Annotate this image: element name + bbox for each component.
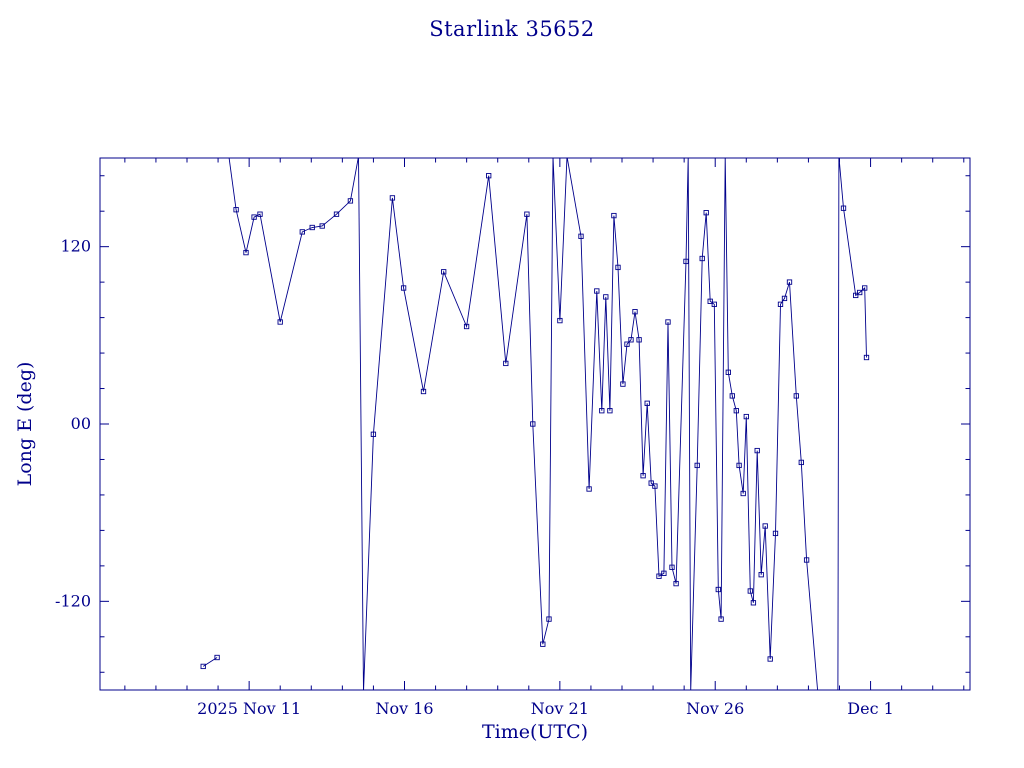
data-point-marker bbox=[711, 301, 717, 307]
data-point-marker bbox=[599, 408, 605, 414]
data-point-marker bbox=[736, 462, 742, 469]
data-point-marker bbox=[707, 298, 713, 304]
data-point-marker bbox=[669, 564, 675, 570]
x-tick-label: Nov 16 bbox=[375, 699, 433, 718]
data-point-marker bbox=[277, 319, 283, 325]
data-point-marker bbox=[420, 388, 427, 395]
data-point-marker bbox=[540, 641, 546, 647]
data-point-marker bbox=[803, 557, 810, 563]
data-point-marker bbox=[586, 486, 592, 492]
data-point-marker bbox=[740, 490, 746, 497]
data-point-marker bbox=[863, 354, 870, 361]
data-point-marker bbox=[758, 572, 764, 578]
data-point-marker bbox=[243, 249, 249, 256]
data-point-marker bbox=[840, 205, 847, 211]
x-tick-label: Nov 26 bbox=[686, 699, 744, 718]
data-point-marker bbox=[251, 214, 257, 220]
data-point-marker bbox=[299, 229, 305, 235]
data-point-marker bbox=[640, 473, 646, 479]
data-point-marker bbox=[632, 309, 638, 315]
data-point-marker bbox=[718, 616, 724, 622]
data-point-marker bbox=[703, 210, 709, 216]
data-point-marker bbox=[699, 255, 705, 262]
data-point-marker bbox=[729, 393, 735, 399]
data-point-marker bbox=[857, 289, 863, 296]
data-point-marker bbox=[656, 573, 662, 579]
data-point-marker bbox=[644, 400, 650, 406]
data-series bbox=[200, 158, 870, 690]
data-point-marker bbox=[370, 431, 377, 437]
data-point-marker bbox=[611, 212, 617, 219]
data-point-marker bbox=[733, 408, 739, 414]
data-point-marker bbox=[683, 258, 689, 265]
data-point-marker bbox=[463, 323, 470, 330]
data-point-marker bbox=[233, 207, 239, 213]
data-point-marker bbox=[798, 459, 804, 466]
data-point-marker bbox=[603, 294, 609, 300]
data-point-marker bbox=[486, 173, 492, 179]
data-point-marker bbox=[777, 301, 784, 307]
data-point-marker bbox=[793, 393, 799, 399]
y-tick-label: 00 bbox=[71, 414, 91, 433]
x-axis-label: Time(UTC) bbox=[481, 721, 589, 743]
x-tick-label: Dec 1 bbox=[847, 699, 894, 718]
data-point-marker bbox=[661, 570, 667, 576]
data-point-marker bbox=[347, 198, 354, 204]
data-point-marker bbox=[200, 663, 206, 670]
data-point-marker bbox=[725, 369, 731, 375]
data-point-marker bbox=[715, 586, 721, 593]
data-point-marker bbox=[772, 530, 779, 537]
data-point-marker bbox=[673, 580, 679, 587]
y-tick-label: 120 bbox=[60, 237, 91, 256]
data-point-marker bbox=[557, 317, 563, 324]
data-point-marker bbox=[441, 269, 447, 275]
data-point-marker bbox=[389, 195, 396, 201]
chart-title: Starlink 35652 bbox=[429, 17, 595, 41]
data-point-marker bbox=[620, 381, 626, 387]
data-point-marker bbox=[652, 483, 658, 489]
data-point-marker bbox=[762, 523, 768, 529]
data-point-marker bbox=[594, 288, 600, 294]
data-point-marker bbox=[862, 285, 868, 291]
data-point-marker bbox=[309, 224, 315, 231]
data-point-marker bbox=[743, 413, 749, 420]
data-point-marker bbox=[319, 223, 325, 229]
data-point-marker bbox=[257, 211, 263, 217]
series-line bbox=[837, 158, 867, 690]
data-point-marker bbox=[786, 279, 793, 285]
data-point-marker bbox=[400, 285, 407, 291]
data-point-marker bbox=[665, 319, 671, 325]
data-point-marker bbox=[694, 462, 700, 469]
data-point-marker bbox=[333, 211, 340, 217]
data-point-marker bbox=[607, 408, 613, 414]
data-point-marker bbox=[636, 337, 642, 343]
data-point-marker bbox=[530, 421, 536, 427]
data-point-marker bbox=[503, 360, 509, 367]
data-point-marker bbox=[853, 292, 859, 299]
data-point-marker bbox=[781, 295, 788, 302]
data-point-marker bbox=[747, 588, 753, 594]
data-point-marker bbox=[578, 233, 584, 239]
data-point-marker bbox=[546, 616, 552, 622]
data-point-marker bbox=[624, 341, 630, 347]
y-tick-label: -120 bbox=[55, 591, 91, 610]
data-point-marker bbox=[767, 656, 773, 662]
data-point-marker bbox=[524, 211, 530, 217]
x-tick-label: Nov 21 bbox=[531, 699, 589, 718]
data-point-marker bbox=[648, 480, 654, 486]
data-point-marker bbox=[615, 264, 621, 271]
series-line bbox=[228, 158, 819, 690]
data-point-marker bbox=[754, 447, 760, 454]
data-point-marker bbox=[214, 654, 220, 661]
x-tick-label: 2025 Nov 11 bbox=[197, 699, 301, 718]
data-point-marker bbox=[750, 600, 757, 606]
data-point-marker bbox=[628, 337, 634, 343]
